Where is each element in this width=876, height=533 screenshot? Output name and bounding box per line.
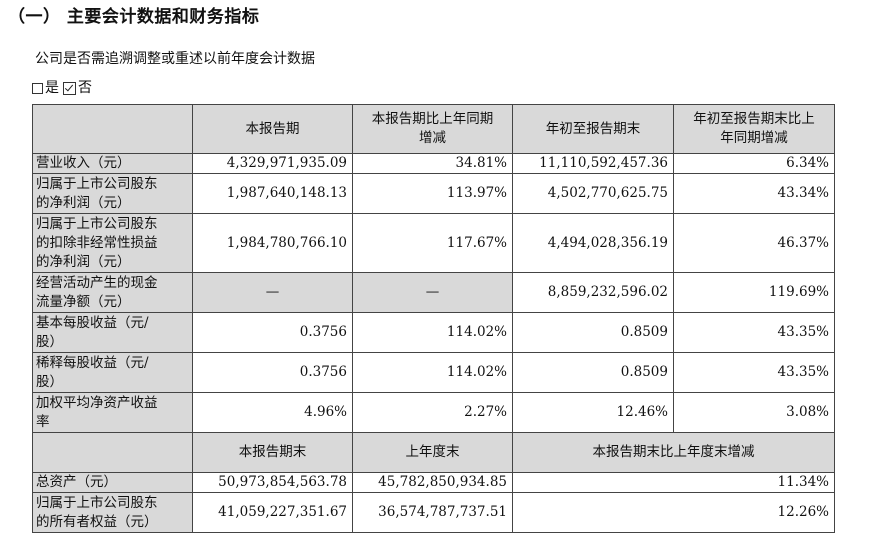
- header-ytd: 年初至报告期末: [512, 104, 674, 154]
- table-row: 归属于上市公司股东 的净利润（元） 1,987,640,148.13 113.97…: [32, 173, 835, 214]
- row-label-weighted-roe: 加权平均净资产收益率: [32, 392, 193, 433]
- cell-value: 34.81%: [352, 153, 513, 174]
- cell-value: 3.08%: [673, 392, 835, 433]
- header-empty-cell: [32, 104, 193, 154]
- cell-dash: —: [352, 272, 513, 313]
- table-row: 营业收入（元） 4,329,971,935.09 34.81% 11,110,5…: [32, 153, 835, 174]
- cell-value: 114.02%: [352, 352, 513, 393]
- row-label-owners-equity: 归属于上市公司股东 的所有者权益（元）: [32, 492, 193, 533]
- row-label-diluted-eps: 稀释每股收益（元/股）: [32, 352, 193, 393]
- cell-dash: —: [192, 272, 353, 313]
- header-empty-cell: [32, 432, 193, 473]
- table-row: 总资产（元） 50,973,854,563.78 45,782,850,934.…: [32, 472, 835, 493]
- financial-data-table: 本报告期 本报告期比上年同期 增减 年初至报告期末 年初至报告期末比上 年同期增减 …: [32, 104, 835, 533]
- header-period-end-change: 本报告期末比上年度末增减: [512, 432, 835, 473]
- cell-value: 1,984,780,766.10: [192, 213, 353, 273]
- no-checkbox-checked[interactable]: [63, 81, 76, 95]
- row-label-net-profit-excl-nonrecurring: 归属于上市公司股东 的扣除非经常性损益 的净利润（元）: [32, 213, 193, 273]
- cell-value: 119.69%: [673, 272, 835, 313]
- cell-value: 46.37%: [673, 213, 835, 273]
- cell-value: 1,987,640,148.13: [192, 173, 353, 214]
- yes-checkbox[interactable]: [32, 82, 43, 94]
- header-prior-year-end: 上年度末: [352, 432, 513, 473]
- cell-value: 113.97%: [352, 173, 513, 214]
- cell-value: 12.26%: [512, 492, 835, 533]
- cell-value: 4,494,028,356.19: [512, 213, 674, 273]
- cell-value: 117.67%: [352, 213, 513, 273]
- restatement-answer: 是 否: [32, 77, 96, 97]
- cell-value: 43.34%: [673, 173, 835, 214]
- row-label-basic-eps: 基本每股收益（元/股）: [32, 312, 193, 353]
- table-row: 经营活动产生的现金 流量净额（元） — — 8,859,232,596.02 11…: [32, 272, 835, 313]
- row-label-total-assets: 总资产（元）: [32, 472, 193, 493]
- row-label-net-profit: 归属于上市公司股东 的净利润（元）: [32, 173, 193, 214]
- restatement-question: 公司是否需追溯调整或重述以前年度会计数据: [35, 51, 315, 67]
- header-period-end: 本报告期末: [192, 432, 353, 473]
- header-ytd-yoy-change: 年初至报告期末比上 年同期增减: [673, 104, 835, 154]
- cell-value: 6.34%: [673, 153, 835, 174]
- table1-header-row: 本报告期 本报告期比上年同期 增减 年初至报告期末 年初至报告期末比上 年同期增减: [32, 104, 835, 154]
- cell-value: 43.35%: [673, 312, 835, 353]
- yes-label: 是: [45, 80, 59, 96]
- cell-value: 114.02%: [352, 312, 513, 353]
- cell-value: 41,059,227,351.67: [192, 492, 353, 533]
- cell-value: 43.35%: [673, 352, 835, 393]
- table-row: 稀释每股收益（元/股） 0.3756 114.02% 0.8509 43.35%: [32, 352, 835, 393]
- cell-value: 50,973,854,563.78: [192, 472, 353, 493]
- table2-header-row: 本报告期末 上年度末 本报告期末比上年度末增减: [32, 432, 835, 473]
- cell-value: 0.8509: [512, 352, 674, 393]
- header-yoy-change: 本报告期比上年同期 增减: [352, 104, 513, 154]
- cell-value: 4,329,971,935.09: [192, 153, 353, 174]
- section-title: （一） 主要会计数据和财务指标: [8, 7, 260, 27]
- cell-value: 0.8509: [512, 312, 674, 353]
- cell-value: 11.34%: [512, 472, 835, 493]
- row-label-revenue: 营业收入（元）: [32, 153, 193, 174]
- cell-value: 12.46%: [512, 392, 674, 433]
- cell-value: 2.27%: [352, 392, 513, 433]
- cell-value: 11,110,592,457.36: [512, 153, 674, 174]
- no-label: 否: [78, 80, 92, 96]
- cell-value: 4,502,770,625.75: [512, 173, 674, 214]
- header-current-period: 本报告期: [192, 104, 353, 154]
- cell-value: 0.3756: [192, 312, 353, 353]
- cell-value: 8,859,232,596.02: [512, 272, 674, 313]
- row-label-operating-cash-flow: 经营活动产生的现金 流量净额（元）: [32, 272, 193, 313]
- cell-value: 0.3756: [192, 352, 353, 393]
- cell-value: 45,782,850,934.85: [352, 472, 513, 493]
- table-row: 归属于上市公司股东 的所有者权益（元） 41,059,227,351.67 36,…: [32, 492, 835, 533]
- cell-value: 4.96%: [192, 392, 353, 433]
- table-row: 基本每股收益（元/股） 0.3756 114.02% 0.8509 43.35%: [32, 312, 835, 353]
- table-row: 归属于上市公司股东 的扣除非经常性损益 的净利润（元） 1,984,780,766.…: [32, 213, 835, 273]
- table-row: 加权平均净资产收益率 4.96% 2.27% 12.46% 3.08%: [32, 392, 835, 433]
- cell-value: 36,574,787,737.51: [352, 492, 513, 533]
